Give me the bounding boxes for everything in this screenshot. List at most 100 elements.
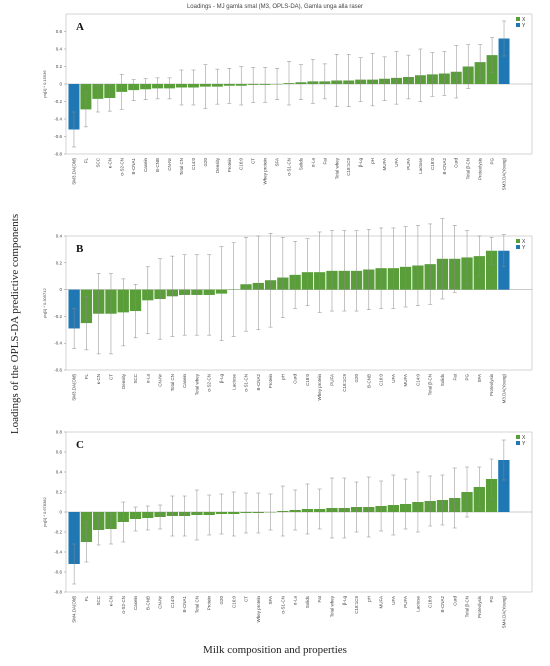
y-tick-label: -0.6 (54, 570, 62, 575)
x-tick-label: CT (108, 374, 113, 380)
x-tick-label: C14:0 (415, 374, 420, 387)
x-tick-label: SFA (268, 596, 273, 605)
bar-SM4.DA(Old) (68, 512, 80, 564)
bar-SM3.DA(Young) (498, 38, 510, 84)
x-tick-label: Fat (322, 157, 327, 164)
x-tick-label: pH (366, 596, 371, 602)
y-tick-label: -0.4 (54, 117, 62, 122)
y-tick-label: 0.4 (56, 234, 63, 239)
x-tick-label: B-CNB (366, 374, 371, 388)
x-tick-label: MUFA (382, 158, 387, 171)
x-tick-label: G20 (203, 158, 208, 167)
x-tick-label: Fat (317, 595, 322, 602)
x-tick-label: Casein (182, 374, 187, 389)
legend-swatch-x (516, 435, 520, 439)
y-tick-label: 0.4 (56, 470, 63, 475)
x-tick-label: C18:0 (430, 158, 435, 171)
x-tick-label: Lactose (231, 374, 236, 390)
x-tick-label: α-S1-CN (287, 158, 292, 176)
x-tick-label: SM4.DA(Old) (72, 596, 77, 623)
x-tick-label: B-CNA2 (442, 158, 447, 175)
x-tick-label: UFA (391, 374, 396, 383)
x-tick-label: PG (489, 596, 494, 603)
bar-SM3.DA(Old) (68, 84, 80, 130)
x-tick-label: κ-CN (107, 158, 112, 168)
bar-Proteolysis (485, 250, 498, 290)
x-tick-label: FL (83, 158, 88, 164)
x-tick-label: Total CN (170, 374, 175, 391)
y-tick-label: -0.2 (54, 530, 62, 535)
x-tick-label: Solids (440, 373, 445, 386)
x-tick-label: B-CNA2 (440, 596, 445, 613)
x-tick-label: MUFA (403, 374, 408, 387)
plot-frame (65, 235, 533, 371)
legend-label-x: X (522, 17, 526, 23)
x-tick-label: Total whey (329, 595, 334, 617)
legend-label-x: X (522, 435, 526, 441)
x-tick-label: α-La (293, 596, 298, 606)
x-tick-label: Total CN (179, 158, 184, 175)
x-tick-label: SFA (275, 158, 280, 167)
x-tick-label: α-S1-CN (280, 596, 285, 614)
x-tick-label: B-CNB (145, 596, 150, 610)
x-tick-label: pH (370, 158, 375, 164)
x-tick-label: SCC (95, 157, 100, 167)
x-tick-label: C18:1C9 (342, 374, 347, 392)
x-tick-label: CN-Nr (158, 596, 163, 609)
x-tick-label: Curd (454, 158, 459, 168)
x-tick-label: CN-Nr (167, 158, 172, 171)
x-tick-label: PUFA (406, 158, 411, 170)
legend-label-y: Y (522, 441, 526, 447)
x-tick-label: MUFA (379, 596, 384, 609)
x-tick-label: Proteolysis (489, 373, 494, 396)
x-tick-label: Whey protein (256, 596, 261, 623)
legend-label-y: Y (522, 23, 526, 29)
x-tick-label: α-La (145, 374, 150, 384)
x-tick-label: PG (490, 158, 495, 165)
x-tick-label: FL (84, 374, 89, 380)
x-tick-label: C14:0 (191, 158, 196, 171)
x-tick-label: C18:1C9 (354, 596, 359, 614)
y-tick-label: 0 (59, 510, 62, 515)
legend-swatch-y (516, 23, 520, 27)
x-tick-label: Density (215, 157, 220, 173)
y-tick-label: 0 (59, 287, 62, 292)
x-tick-label: α-La (310, 158, 315, 168)
legend-swatch-x (516, 239, 520, 243)
figure-x-axis-label: Milk composition and properties (203, 644, 347, 656)
x-tick-label: B-CNA1 (131, 158, 136, 175)
x-tick-label: M3.DA(Young) (501, 374, 506, 404)
x-tick-label: C16:0 (379, 374, 384, 387)
x-tick-label: C16:0 (239, 158, 244, 171)
y-tick-label: -0.8 (54, 590, 62, 595)
x-tick-label: C18:0 (305, 374, 310, 387)
x-tick-label: Total β-CN (428, 374, 433, 395)
x-tick-label: Protein (227, 158, 232, 173)
y-tick-label: 0.6 (56, 29, 63, 34)
x-tick-label: Total β-CN (466, 158, 471, 179)
x-tick-label: SM3.DA(Young) (502, 158, 507, 191)
x-tick-label: Total whey (334, 157, 339, 179)
x-tick-label: κ-CN (108, 596, 113, 606)
x-tick-label: Casein (143, 158, 148, 173)
panel-a: -0.8 -0.6 -0.4 -0.2 0 0.2 0.4 0.6 pq[1] * 0.1553… (42, 13, 533, 191)
x-tick-label: C16:0 (231, 596, 236, 609)
panel-b: -0.6 -0.4 -0.2 0 0.2 0.4 pq[1] * 0.309712 B XY SM… (42, 218, 533, 404)
x-tick-label: CN-Nr (158, 374, 163, 387)
x-tick-label: α-S1-CN (244, 374, 249, 392)
bar-M3.DA(Young) (498, 250, 510, 290)
x-tick-label: UFA (391, 596, 396, 605)
panel-y-axis-label: pq[1] * 0.309712 (42, 288, 47, 318)
x-tick-label: α-S2-CN (121, 596, 126, 614)
legend-swatch-x (516, 17, 520, 21)
x-tick-label: Solids (305, 595, 310, 608)
y-tick-label: -0.2 (54, 314, 62, 319)
x-tick-label: SFA (477, 374, 482, 383)
x-tick-label: Whey protein (263, 158, 268, 185)
panel-letter: C (76, 439, 84, 451)
x-tick-label: β-Lg (342, 596, 347, 606)
x-tick-label: PUFA (329, 374, 334, 386)
y-tick-label: 0.6 (56, 450, 63, 455)
x-tick-label: pH (280, 374, 285, 380)
